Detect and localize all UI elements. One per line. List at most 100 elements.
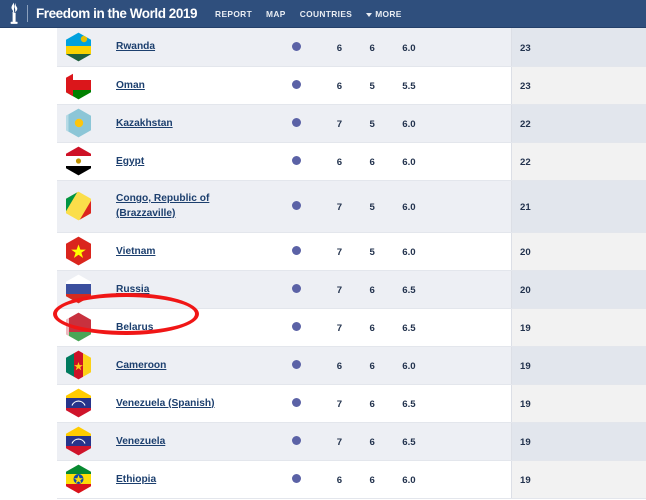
country-link[interactable]: Oman <box>116 79 145 91</box>
country-cell: Ethiopia <box>116 460 256 499</box>
political-rights-value: 6 <box>336 361 343 372</box>
status-dot-icon <box>291 246 301 255</box>
flag-rwanda-icon <box>65 32 116 62</box>
site-header: Freedom in the World 2019 REPORT MAP COU… <box>0 0 646 28</box>
freedom-rating-cell: 6.0 <box>402 346 512 385</box>
country-ranking-table-wrap: Rwanda 6 6 6.0 23 <box>57 28 646 500</box>
country-cell: Oman <box>116 66 256 105</box>
civil-liberties-value: 5 <box>369 247 375 258</box>
political-rights-cell: 6 <box>336 346 370 385</box>
status-cell <box>255 104 337 143</box>
flag-cell <box>57 460 116 499</box>
country-link[interactable]: Rwanda <box>116 41 156 53</box>
table-row[interactable]: Egypt 6 6 6.0 22 <box>57 142 646 181</box>
country-link[interactable]: Cameroon <box>116 359 167 371</box>
freedom-rating-value: 6.0 <box>402 475 416 486</box>
civil-liberties-cell: 6 <box>369 422 403 461</box>
status-dot-icon <box>291 474 301 483</box>
civil-liberties-cell: 5 <box>369 180 403 233</box>
status-dot-icon <box>291 436 301 445</box>
total-score-cell: 23 <box>511 66 646 105</box>
status-cell <box>255 232 337 271</box>
civil-liberties-value: 6 <box>369 157 375 168</box>
civil-liberties-value: 6 <box>369 399 375 410</box>
total-score-cell: 19 <box>511 422 646 461</box>
status-cell <box>255 384 337 423</box>
status-cell <box>255 180 337 233</box>
table-row[interactable]: Venezuela 7 6 6.5 19 <box>57 422 646 461</box>
country-link[interactable]: Kazakhstan <box>116 117 173 129</box>
status-dot-icon <box>291 284 301 293</box>
table-row[interactable]: Congo, Republic of (Brazzaville) 7 5 6.0… <box>57 180 646 233</box>
status-cell <box>255 270 337 309</box>
country-link[interactable]: Ethiopia <box>116 473 157 485</box>
flag-congo-republic-icon <box>65 191 116 221</box>
country-link-line2[interactable]: (Brazzaville) <box>116 208 176 219</box>
country-link[interactable]: Egypt <box>116 155 145 167</box>
country-link[interactable]: Venezuela <box>116 435 166 447</box>
nav-item-countries[interactable]: COUNTRIES <box>299 8 353 19</box>
political-rights-value: 7 <box>336 437 343 448</box>
status-cell <box>255 142 337 181</box>
civil-liberties-value: 5 <box>369 119 375 130</box>
status-dot-icon <box>291 322 301 331</box>
total-score-value: 20 <box>520 285 531 296</box>
flag-cameroon-icon <box>65 350 116 380</box>
nav-item-map[interactable]: MAP <box>266 8 286 19</box>
torch-flame-icon[interactable] <box>6 2 22 26</box>
country-cell: Egypt <box>116 142 256 181</box>
nav-item-more[interactable]: MORE <box>366 9 402 19</box>
page-body: Rwanda 6 6 6.0 23 <box>0 28 646 500</box>
status-dot-icon <box>291 80 301 89</box>
civil-liberties-value: 6 <box>369 437 375 448</box>
country-link[interactable]: Congo, Republic of <box>116 193 210 204</box>
country-cell: Russia <box>116 270 256 309</box>
country-link[interactable]: Belarus <box>116 321 154 333</box>
political-rights-cell: 7 <box>336 422 370 461</box>
political-rights-value: 6 <box>336 475 343 486</box>
country-cell: Cameroon <box>116 346 256 385</box>
freedom-rating-value: 6.0 <box>402 157 416 168</box>
flag-cell <box>57 346 116 385</box>
status-dot-icon <box>291 360 301 369</box>
political-rights-value: 6 <box>336 81 343 92</box>
flag-russia-icon <box>65 274 116 304</box>
country-cell: Kazakhstan <box>116 104 256 143</box>
table-row[interactable]: Vietnam 7 5 6.0 20 <box>57 232 646 271</box>
table-row[interactable]: Belarus 7 6 6.5 19 <box>57 308 646 347</box>
status-cell <box>255 28 337 67</box>
table-row[interactable]: Oman 6 5 5.5 23 <box>57 66 646 105</box>
flag-egypt-icon <box>65 146 116 176</box>
table-row[interactable]: Kazakhstan 7 5 6.0 22 <box>57 104 646 143</box>
flag-venezuela-icon <box>65 388 116 418</box>
chevron-down-icon <box>366 12 373 17</box>
freedom-rating-cell: 6.0 <box>402 232 512 271</box>
country-cell: Venezuela <box>116 422 256 461</box>
status-dot-icon <box>291 201 301 210</box>
freedom-rating-value: 6.5 <box>402 437 416 448</box>
political-rights-value: 7 <box>336 247 343 258</box>
flag-venezuela-icon <box>65 426 116 456</box>
nav-item-report[interactable]: REPORT <box>215 8 253 19</box>
country-link[interactable]: Vietnam <box>116 245 156 257</box>
political-rights-value: 7 <box>336 323 343 334</box>
total-score-value: 19 <box>520 475 531 486</box>
civil-liberties-cell: 5 <box>369 66 403 105</box>
table-row[interactable]: Ethiopia 6 6 6.0 19 <box>57 460 646 499</box>
total-score-value: 22 <box>520 119 531 130</box>
flag-cell <box>57 308 116 347</box>
table-row[interactable]: Russia 7 6 6.5 20 <box>57 270 646 309</box>
civil-liberties-value: 6 <box>369 475 375 486</box>
table-row[interactable]: Cameroon 6 6 6.0 19 <box>57 346 646 385</box>
total-score-cell: 23 <box>511 28 646 67</box>
total-score-value: 23 <box>520 42 531 54</box>
country-link[interactable]: Venezuela (Spanish) <box>116 397 215 409</box>
left-gutter <box>0 28 57 500</box>
political-rights-cell: 6 <box>336 460 370 499</box>
status-dot-icon <box>291 118 301 127</box>
country-link[interactable]: Russia <box>116 283 150 295</box>
freedom-rating-value: 6.5 <box>402 323 416 334</box>
table-row[interactable]: Venezuela (Spanish) 7 6 6.5 19 <box>57 384 646 423</box>
nav-item-more-label: MORE <box>375 8 402 19</box>
table-row[interactable]: Rwanda 6 6 6.0 23 <box>57 28 646 67</box>
